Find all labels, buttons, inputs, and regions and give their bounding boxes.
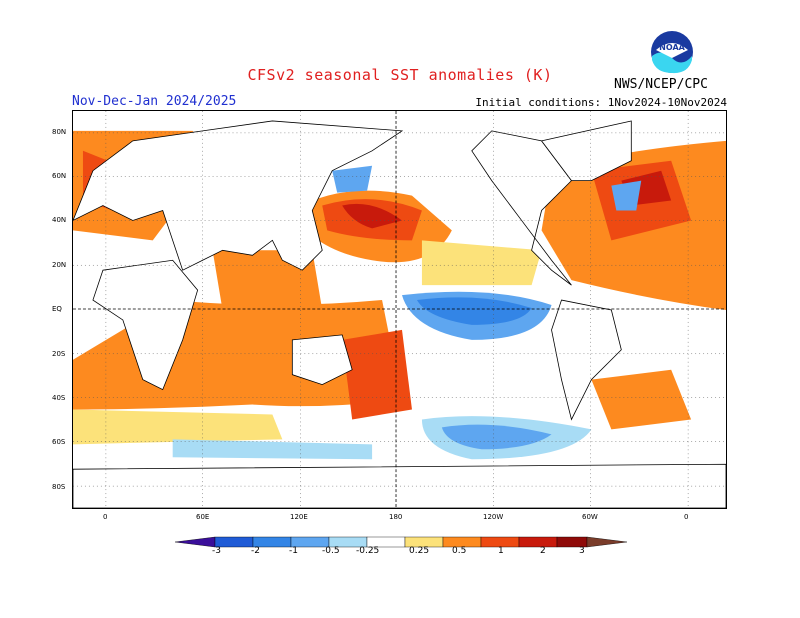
sst-anomaly-map: [72, 110, 727, 509]
lat-label-60s: 60S: [52, 438, 66, 446]
colorbar-label-m3: -3: [212, 546, 221, 556]
season-label: Nov-Dec-Jan 2024/2025: [72, 94, 237, 109]
lon-label-60w: 60W: [582, 513, 598, 521]
colorbar-label-2: 2: [540, 546, 546, 556]
colorbar-label-m1: -1: [289, 546, 298, 556]
lat-label-20n: 20N: [52, 261, 67, 269]
svg-text:NOAA: NOAA: [659, 43, 685, 52]
colorbar-label-m2: -2: [251, 546, 260, 556]
grid-lines: [73, 111, 726, 508]
initial-conditions-label: Initial conditions: 1Nov2024-10Nov2024: [475, 96, 727, 109]
lon-label-0-east: 0: [684, 513, 689, 521]
lat-label-eq: EQ: [52, 305, 62, 313]
lat-label-40n: 40N: [52, 216, 67, 224]
continents: [73, 120, 726, 508]
colorbar-label-m05: -0.5: [322, 546, 340, 556]
color-scale-bar: [175, 536, 627, 548]
lon-label-120e: 120E: [290, 513, 308, 521]
lat-label-80s: 80S: [52, 483, 66, 491]
lon-label-180: 180: [389, 513, 403, 521]
colorbar-label-1: 1: [498, 546, 504, 556]
agency-label: NWS/NCEP/CPC: [614, 77, 708, 92]
lat-label-60n: 60N: [52, 172, 67, 180]
colorbar-label-m025: -0.25: [356, 546, 380, 556]
colorbar-label-3: 3: [579, 546, 585, 556]
colorbar-label-025: 0.25: [409, 546, 430, 556]
noaa-logo-icon: NOAA: [651, 31, 693, 74]
lon-label-120w: 120W: [483, 513, 504, 521]
map-title: CFSv2 seasonal SST anomalies (K): [247, 66, 553, 84]
lat-label-20s: 20S: [52, 350, 66, 358]
anomaly-field-cold: [172, 165, 642, 460]
colorbar-label-05: 0.5: [452, 546, 467, 556]
lat-label-40s: 40S: [52, 394, 66, 402]
lon-label-0: 0: [103, 513, 108, 521]
lon-label-60e: 60E: [196, 513, 210, 521]
lat-label-80n: 80N: [52, 128, 67, 136]
